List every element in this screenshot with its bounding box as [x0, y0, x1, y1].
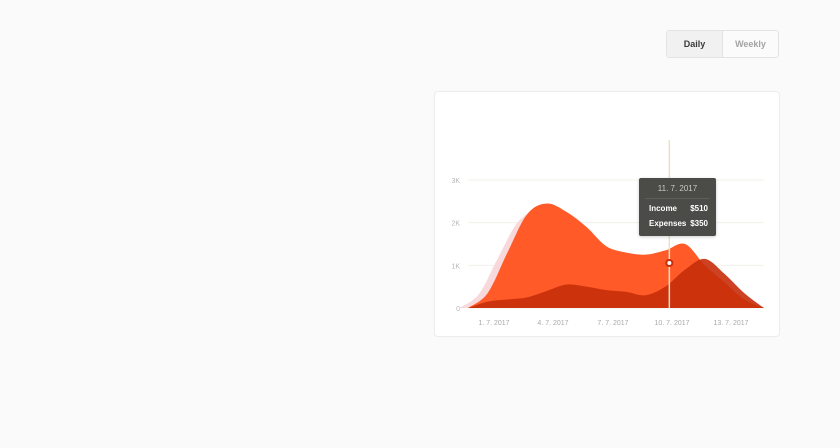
x-tick-label: 13. 7. 2017	[713, 320, 748, 327]
chart-areas	[459, 203, 764, 308]
y-tick-label: 1K	[451, 263, 460, 270]
x-tick-label: 1. 7. 2017	[478, 320, 509, 327]
weekly-tab[interactable]: Weekly	[735, 39, 766, 49]
y-tick-label: 2K	[451, 221, 460, 228]
tooltip-income-row: Income $510	[639, 204, 716, 214]
x-tick-label: 10. 7. 2017	[654, 320, 689, 327]
period-toggle[interactable]: Daily Weekly	[666, 30, 779, 58]
y-axis-ticks: 0 1K 2K 3K	[451, 178, 460, 313]
x-axis-ticks: 1. 7. 2017 4. 7. 2017 7. 7. 2017 10. 7. 201…	[478, 320, 748, 327]
tooltip-expenses-value: $350	[690, 219, 708, 228]
tooltip-income-value: $510	[690, 204, 708, 213]
tooltip-expenses-row: Expenses $350	[639, 219, 716, 229]
daily-tab[interactable]: Daily	[667, 31, 723, 57]
tooltip-date: 11. 7. 2017	[645, 178, 710, 199]
tooltip-income-label: Income	[649, 204, 678, 213]
x-tick-label: 4. 7. 2017	[537, 320, 568, 327]
expenses-area	[468, 258, 764, 308]
chart-tooltip: 11. 7. 2017 Income $510 Expenses $350	[639, 178, 716, 236]
y-tick-label: 0	[456, 306, 460, 313]
y-tick-label: 3K	[451, 178, 460, 185]
tooltip-expenses-label: Expenses	[649, 219, 687, 228]
x-tick-label: 7. 7. 2017	[597, 320, 628, 327]
hover-point-marker[interactable]	[665, 259, 674, 267]
